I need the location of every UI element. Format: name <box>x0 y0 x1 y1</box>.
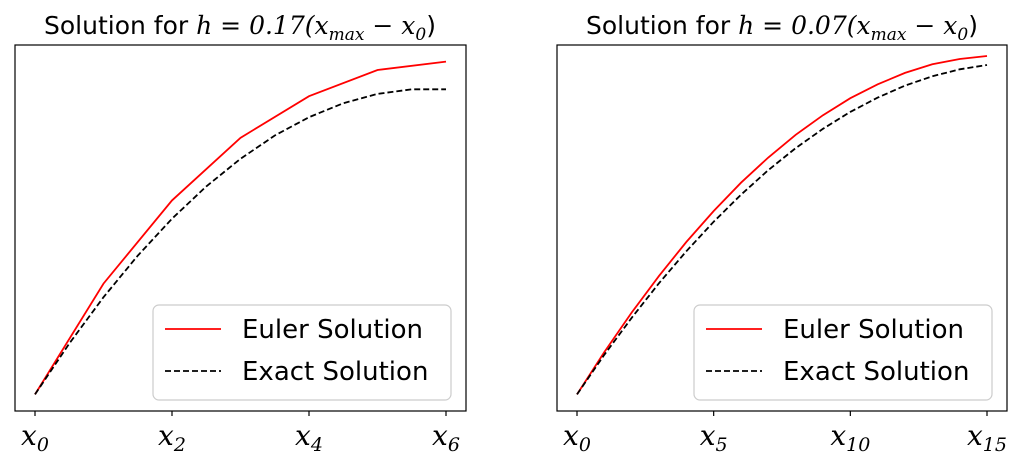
chart-left-x-tick-label: x2 <box>158 419 186 456</box>
chart-left-legend: Euler Solution Exact Solution <box>152 304 452 401</box>
chart-left-plot-area <box>34 60 447 395</box>
chart-right-plot-area <box>576 55 988 395</box>
chart-left-series-exact-line <box>34 88 446 395</box>
chart-right-title: Solution for h = 0.07(xmax − x0) <box>586 11 978 45</box>
chart-left-title: Solution for h = 0.17(xmax − x0) <box>44 11 436 45</box>
chart-right-legend: Euler Solution Exact Solution <box>693 304 993 401</box>
chart-left-legend-exact-label: Exact Solution <box>242 357 428 387</box>
chart-left-x-ticks: x0 x2 x4 x6 <box>21 411 460 456</box>
chart-left-x-tick-label: x0 <box>21 419 49 456</box>
chart-left-x-tick-label: x4 <box>295 419 323 456</box>
chart-right-legend-exact-label: Exact Solution <box>783 357 969 387</box>
chart-left-legend-box <box>152 304 452 401</box>
chart-right-frame <box>556 44 1008 412</box>
chart-right-x-tick-label: x10 <box>830 419 870 456</box>
chart-right-legend-box <box>693 304 993 401</box>
chart-right-legend-euler-label: Euler Solution <box>783 315 964 345</box>
chart-right-x-ticks: x0 x5 x10 x15 <box>563 411 1007 456</box>
chart-left-legend-euler-label: Euler Solution <box>242 315 423 345</box>
chart-right: Solution for h = 0.07(xmax − x0) x0 x5 x10… <box>556 11 1008 456</box>
chart-right-x-tick-label: x5 <box>700 419 728 456</box>
chart-right-series-euler-line <box>576 55 988 395</box>
chart-left-x-tick-label: x6 <box>432 419 460 456</box>
chart-left-frame <box>14 44 467 412</box>
chart-right-series-exact-line <box>576 64 988 395</box>
chart-left: Solution for h = 0.17(xmax − x0) x0 x2 x4 x… <box>14 11 467 456</box>
chart-right-x-tick-label: x0 <box>563 419 591 456</box>
chart-right-x-tick-label: x15 <box>967 419 1007 456</box>
chart-left-series-euler-line <box>34 60 447 395</box>
